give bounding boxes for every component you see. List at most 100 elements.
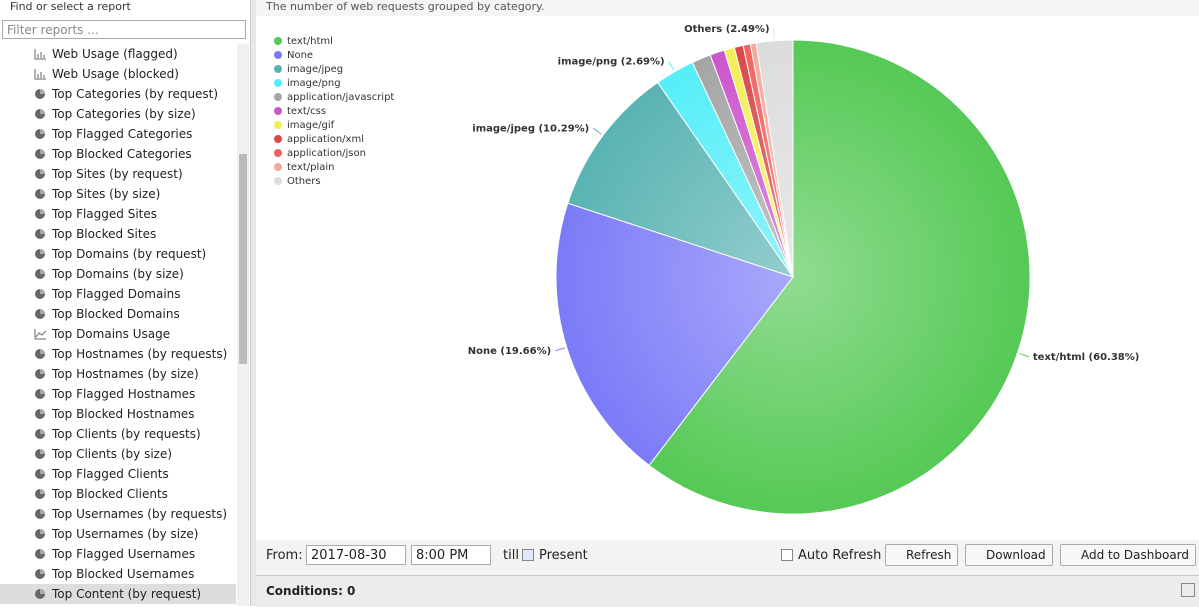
label-leader <box>668 61 675 71</box>
report-item[interactable]: Top Domains (by request) <box>0 244 236 264</box>
report-item[interactable]: Top Usernames (by size) <box>0 524 236 544</box>
conditions-bar[interactable]: Conditions: 0 <box>256 575 1199 607</box>
report-item[interactable]: Top Domains (by size) <box>0 264 236 284</box>
legend-swatch <box>274 135 282 143</box>
item-icon <box>35 509 45 519</box>
date-field[interactable]: 2017-08-30 <box>306 545 406 565</box>
report-item[interactable]: Top Usernames (by requests) <box>0 504 236 524</box>
item-label: Top Categories (by size) <box>52 107 196 121</box>
present-checkbox[interactable] <box>522 549 534 561</box>
legend-swatch <box>274 121 282 129</box>
chart: text/html (60.38%) None (19.66%) image/jpe… <box>256 16 1199 540</box>
item-label: Top Sites (by request) <box>52 167 183 181</box>
data-label: image/png (2.69%) <box>558 56 665 67</box>
report-item[interactable]: Top Flagged Categories <box>0 124 236 144</box>
report-item[interactable]: Top Flagged Domains <box>0 284 236 304</box>
legend-label: text/plain <box>287 162 334 173</box>
legend-swatch <box>274 149 282 157</box>
item-label: Top Hostnames (by requests) <box>52 347 228 361</box>
add-dashboard-button[interactable]: Add to Dashboard <box>1060 544 1197 566</box>
legend-swatch <box>274 51 282 59</box>
item-icon <box>35 409 45 419</box>
report-item[interactable]: Top Blocked Usernames <box>0 564 236 584</box>
report-item[interactable]: Top Blocked Sites <box>0 224 236 244</box>
item-icon <box>34 329 47 340</box>
report-item[interactable]: Top Blocked Clients <box>0 484 236 504</box>
report-item[interactable]: Top Clients (by requests) <box>0 424 236 444</box>
report-item[interactable]: Top Sites (by size) <box>0 184 236 204</box>
report-item[interactable]: Top Flagged Hostnames <box>0 384 236 404</box>
item-icon <box>35 149 45 159</box>
report-item[interactable]: Web Usage (flagged) <box>0 44 236 64</box>
item-icon <box>35 469 45 479</box>
toolbar: From: 2017-08-30 8:00 PM till Present Au… <box>256 541 1199 571</box>
report-item[interactable]: Top Content (by request) <box>0 584 236 604</box>
data-label: image/jpeg (10.29%) <box>472 123 589 134</box>
item-label: Web Usage (flagged) <box>52 47 178 61</box>
legend-swatch <box>274 37 282 45</box>
report-panel: The number of web requests grouped by ca… <box>256 0 1199 607</box>
download-button[interactable]: Download <box>965 544 1053 566</box>
report-item[interactable]: Top Blocked Hostnames <box>0 404 236 424</box>
item-icon <box>35 589 45 599</box>
legend-label: Others <box>287 176 321 187</box>
expand-icon[interactable] <box>1181 583 1195 597</box>
report-item[interactable]: Top Categories (by size) <box>0 104 236 124</box>
item-icon <box>35 449 45 459</box>
item-icon <box>35 269 45 279</box>
refresh-button[interactable]: Refresh <box>885 544 959 566</box>
report-item[interactable]: Top Categories (by request) <box>0 84 236 104</box>
item-label: Top Usernames (by requests) <box>52 507 228 521</box>
sidebar-title: Find or select a report <box>10 0 131 13</box>
legend-label: image/gif <box>287 120 335 131</box>
auto-refresh-checkbox[interactable] <box>781 549 793 561</box>
report-item[interactable]: Top Domains Usage <box>0 324 236 344</box>
data-label: text/html (60.38%) <box>1033 352 1139 363</box>
till-label: till <box>503 548 519 563</box>
item-icon <box>35 89 45 99</box>
report-item[interactable]: Top Blocked Domains <box>0 304 236 324</box>
scrollbar[interactable] <box>237 44 249 606</box>
item-label: Top Flagged Domains <box>52 287 181 301</box>
item-label: Top Domains (by request) <box>52 247 207 261</box>
report-item[interactable]: Top Flagged Sites <box>0 204 236 224</box>
report-item[interactable]: Top Flagged Usernames <box>0 544 236 564</box>
item-label: Top Flagged Hostnames <box>52 387 196 401</box>
filter-input[interactable]: Filter reports ... <box>2 20 246 39</box>
report-item[interactable]: Top Clients (by size) <box>0 444 236 464</box>
item-label: Top Flagged Categories <box>52 127 193 141</box>
splitter[interactable] <box>251 0 256 606</box>
item-label: Top Blocked Sites <box>52 227 157 241</box>
report-item[interactable]: Top Hostnames (by requests) <box>0 344 236 364</box>
item-icon <box>35 549 45 559</box>
conditions-label: Conditions: 0 <box>266 584 356 598</box>
item-label: Top Flagged Clients <box>52 467 169 481</box>
item-icon <box>35 189 45 199</box>
item-label: Top Blocked Domains <box>52 307 180 321</box>
item-icon <box>35 429 45 439</box>
legend-label: text/css <box>287 106 326 117</box>
item-label: Top Blocked Usernames <box>52 567 195 581</box>
report-item[interactable]: Top Flagged Clients <box>0 464 236 484</box>
item-icon <box>35 249 45 259</box>
legend-swatch <box>274 177 282 185</box>
label-leader <box>592 127 602 135</box>
label-leader <box>555 347 565 352</box>
legend-label: application/json <box>287 148 366 159</box>
item-label: Top Clients (by size) <box>52 447 173 461</box>
legend-label: application/xml <box>287 134 364 145</box>
time-field[interactable]: 8:00 PM <box>411 545 491 565</box>
report-item[interactable]: Top Hostnames (by size) <box>0 364 236 384</box>
scroll-thumb[interactable] <box>239 154 247 364</box>
report-item[interactable]: Top Sites (by request) <box>0 164 236 184</box>
report-item[interactable]: Web Usage (blocked) <box>0 64 236 84</box>
present-label: Present <box>539 548 588 563</box>
legend-label: image/png <box>287 78 341 89</box>
legend-label: image/jpeg <box>287 64 343 75</box>
item-label: Top Categories (by request) <box>52 87 219 101</box>
report-item[interactable]: Top Blocked Categories <box>0 144 236 164</box>
item-label: Top Flagged Sites <box>52 207 157 221</box>
item-label: Web Usage (blocked) <box>52 67 179 81</box>
item-icon <box>34 49 46 60</box>
